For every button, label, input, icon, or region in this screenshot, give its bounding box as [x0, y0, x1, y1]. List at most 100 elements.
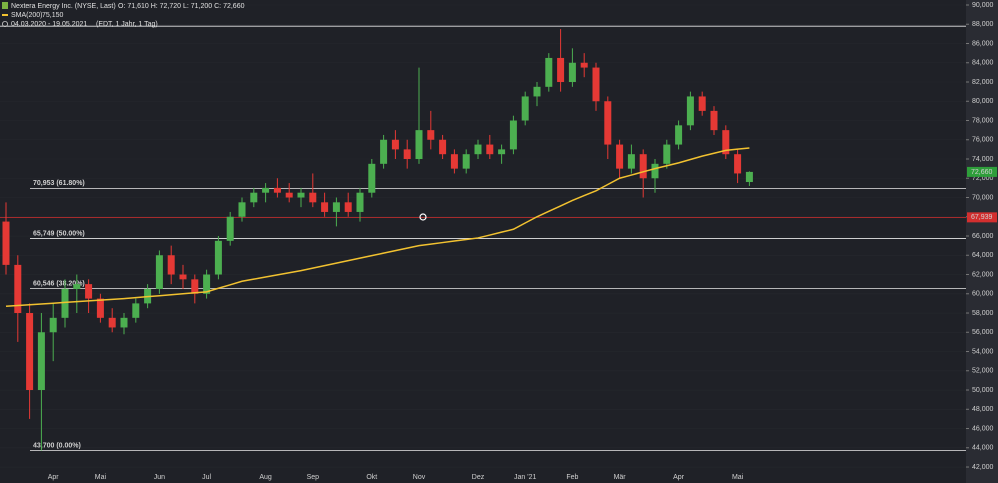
- sma-line: [5, 147, 750, 308]
- sma-name: SMA(200): [11, 12, 43, 19]
- candle-body: [2, 221, 10, 265]
- candle-body: [49, 317, 57, 333]
- y-tick-label: 46,000: [972, 425, 994, 432]
- candle-body: [568, 62, 576, 83]
- candle-body: [132, 303, 140, 318]
- alert-label: 67,939: [971, 214, 993, 221]
- y-tick-label: 50,000: [972, 387, 994, 394]
- candle-body: [639, 154, 647, 179]
- last-price-label: 72,660: [971, 169, 993, 176]
- candle-body: [380, 139, 388, 164]
- candle-body: [627, 154, 635, 169]
- candle-body: [285, 192, 293, 198]
- ohlc: O: 71,610 H: 72,720 L: 71,200 C: 72,660: [118, 3, 245, 10]
- y-tick-label: 44,000: [972, 445, 994, 452]
- x-tick-label: Feb: [566, 474, 578, 481]
- range-info: (EDT, 1 Jahr, 1 Tag): [96, 21, 158, 28]
- y-tick-label: 54,000: [972, 348, 994, 355]
- y-tick-label: 42,000: [972, 464, 994, 471]
- candle-body: [474, 144, 482, 155]
- y-tick-label: 82,000: [972, 79, 994, 86]
- candle-body: [439, 139, 447, 155]
- candle-body: [450, 154, 458, 169]
- x-tick-label: Jul: [202, 474, 211, 481]
- y-tick-label: 86,000: [972, 40, 994, 47]
- y-tick-label: 72,000: [972, 175, 994, 182]
- candle-body: [37, 332, 45, 391]
- candle-body: [745, 171, 753, 183]
- y-tick-label: 88,000: [972, 21, 994, 28]
- x-tick-label: Dez: [472, 474, 485, 481]
- candle-body: [486, 144, 494, 155]
- candle-body: [14, 264, 22, 314]
- candle-body: [226, 216, 234, 241]
- candle-body: [462, 154, 470, 169]
- candle-body: [557, 57, 565, 83]
- sma-value: 75,150: [42, 12, 64, 19]
- candle-body: [427, 130, 435, 140]
- x-tick-label: Jun: [154, 474, 165, 481]
- y-tick-label: 56,000: [972, 329, 994, 336]
- y-tick-label: 76,000: [972, 137, 994, 144]
- candle-body: [26, 313, 34, 391]
- candle-body: [73, 284, 81, 289]
- candle-body: [368, 163, 376, 193]
- candle-body: [403, 149, 411, 160]
- candle-body: [592, 67, 600, 102]
- candle-body: [498, 149, 506, 155]
- candle-body: [391, 139, 399, 150]
- x-tick-label: Mai: [732, 474, 744, 481]
- candle-body: [734, 154, 742, 174]
- candle-body: [167, 255, 175, 275]
- alert-tag: [967, 212, 997, 223]
- x-tick-label: Jan '21: [514, 474, 536, 481]
- candle-body: [616, 144, 624, 169]
- y-tick-label: 64,000: [972, 252, 994, 259]
- x-tick-label: Mai: [95, 474, 107, 481]
- candle-body: [273, 187, 281, 193]
- candle-body: [108, 317, 116, 328]
- title: Nextera Energy Inc. (NYSE, Last): [11, 3, 116, 10]
- candle-body: [604, 101, 612, 145]
- x-tick-label: Apr: [48, 474, 60, 481]
- y-tick-label: 90,000: [972, 2, 994, 9]
- candle-body: [580, 62, 588, 68]
- candle-body: [321, 202, 329, 212]
- candle-body: [120, 317, 128, 328]
- candle-body: [262, 187, 270, 193]
- candle-body: [356, 192, 364, 212]
- candle-body: [96, 298, 104, 318]
- candle-body: [533, 86, 541, 97]
- y-tick-label: 62,000: [972, 271, 994, 278]
- candle-body: [297, 192, 305, 198]
- x-tick-label: Okt: [366, 474, 377, 481]
- candle-body: [214, 240, 222, 275]
- candle-body: [675, 125, 683, 145]
- level-label: 65,749 (50.00%): [33, 230, 85, 237]
- candle-body: [651, 163, 659, 179]
- candle-body: [85, 284, 93, 299]
- candle-body: [203, 274, 211, 294]
- candle-body: [61, 288, 69, 318]
- level-label: 43,700 (0.00%): [33, 443, 81, 450]
- y-tick-label: 60,000: [972, 291, 994, 298]
- candle-body: [722, 130, 730, 155]
- marker: [419, 213, 427, 221]
- x-tick-label: Mär: [614, 474, 627, 481]
- candle-body: [309, 192, 317, 203]
- date-range: 04.03.2020 - 19.05.2021: [11, 21, 87, 28]
- candle-body: [545, 57, 553, 87]
- candle-body: [509, 120, 517, 150]
- candle-body: [238, 202, 246, 217]
- y-tick-label: 70,000: [972, 194, 994, 201]
- y-tick-label: 78,000: [972, 117, 994, 124]
- x-tick-label: Nov: [413, 474, 426, 481]
- candle-body: [332, 202, 340, 212]
- candle-body: [155, 255, 163, 289]
- candle-body: [250, 192, 258, 203]
- level-label: 70,953 (61.80%): [33, 180, 85, 187]
- candle-body: [179, 274, 187, 280]
- candle-body: [698, 96, 706, 111]
